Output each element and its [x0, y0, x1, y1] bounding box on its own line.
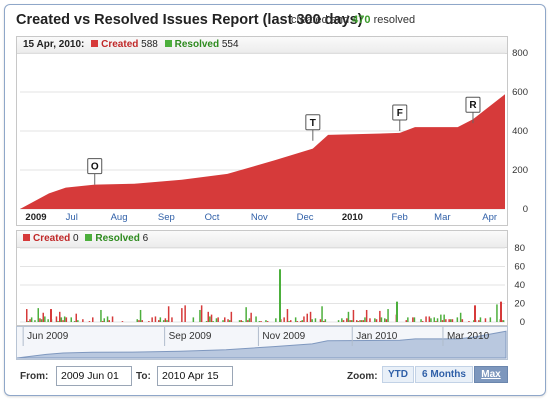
daily-chart-legend: Created 0 Resolved 6	[17, 231, 507, 248]
resolved-swatch-icon	[164, 40, 172, 47]
report-title: Created vs Resolved Issues Report (last …	[16, 12, 363, 28]
legend-date: 15 Apr, 2010:	[23, 39, 85, 50]
zoom-max-button[interactable]: Max	[474, 366, 508, 383]
legend-created-value: 588	[141, 39, 158, 50]
resolved-swatch-icon	[85, 234, 93, 241]
legend-created-value: 0	[73, 233, 79, 244]
zoom-6-months-button[interactable]: 6 Months	[415, 366, 473, 383]
from-label: From:	[20, 371, 49, 382]
to-label: To:	[136, 371, 151, 382]
summary-resolved-count: 470	[352, 14, 371, 26]
created-swatch-icon	[91, 40, 99, 47]
range-navigator[interactable]	[16, 326, 508, 360]
legend-resolved-value: 554	[221, 39, 239, 50]
legend-created-label: Created	[33, 233, 71, 244]
created-swatch-icon	[23, 234, 30, 241]
report-summary: created and 470 resolved	[291, 14, 415, 26]
cumulative-chart-panel: 15 Apr, 2010: Created 588 Resolved 554	[16, 36, 508, 226]
cumulative-chart-legend: 15 Apr, 2010: Created 588 Resolved 554	[17, 37, 507, 54]
legend-resolved-label: Resolved	[174, 39, 220, 50]
legend-created-label: Created	[101, 39, 139, 50]
report-header: Created vs Resolved Issues Report (last …	[16, 12, 536, 34]
summary-created-text: created and	[291, 14, 350, 26]
zoom-label: Zoom:	[347, 371, 378, 382]
from-date-input[interactable]: 2009 Jun 01	[56, 366, 132, 386]
zoom-ytd-button[interactable]: YTD	[382, 366, 414, 383]
legend-resolved-value: 6	[142, 233, 149, 244]
range-controls: From: 2009 Jun 01 To: 2010 Apr 15 Zoom: …	[16, 366, 516, 390]
legend-resolved-label: Resolved	[95, 233, 140, 244]
to-date-input[interactable]: 2010 Apr 15	[157, 366, 233, 386]
daily-chart-panel: Created 0 Resolved 6	[16, 230, 508, 326]
summary-resolved-text: resolved	[373, 14, 416, 26]
